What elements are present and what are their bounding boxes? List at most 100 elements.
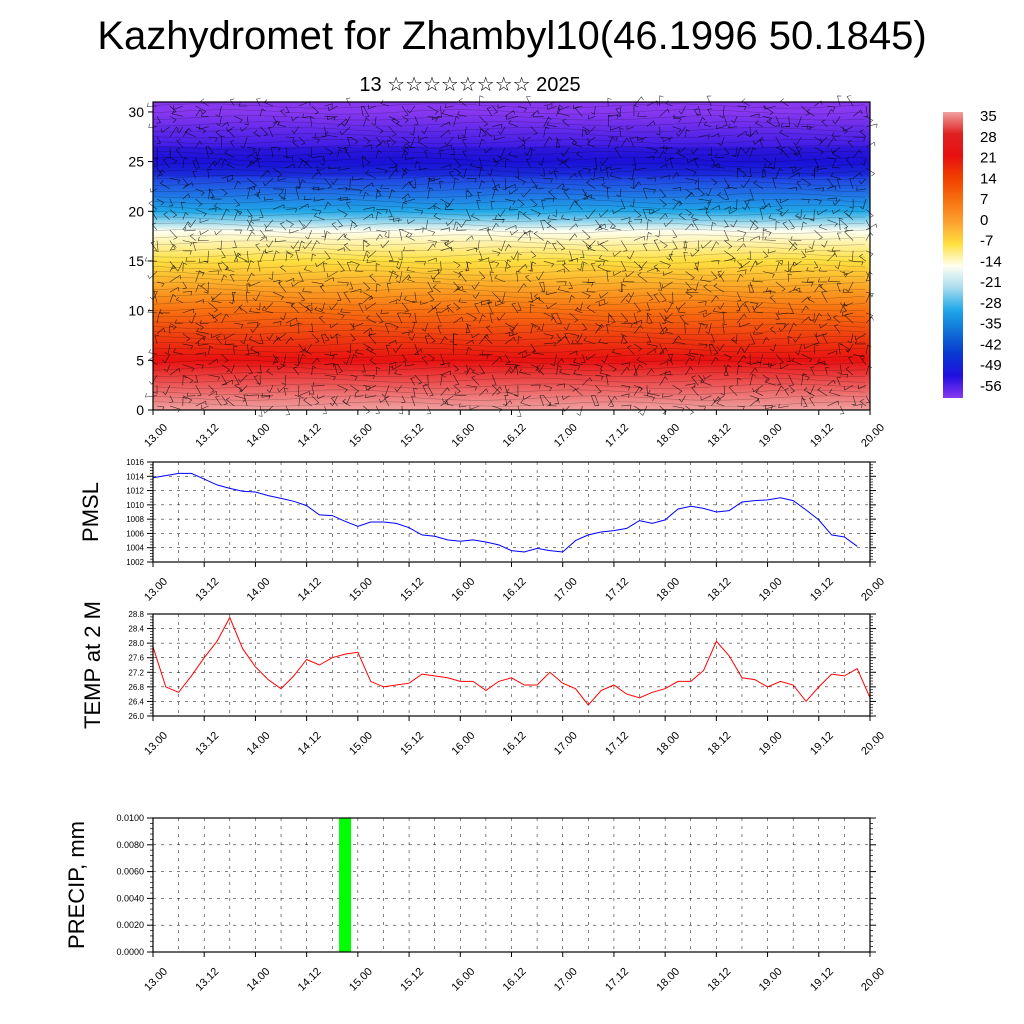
wind-barb xyxy=(582,281,594,287)
wind-barb xyxy=(375,312,384,324)
wind-barb xyxy=(487,301,493,314)
wind-barb xyxy=(484,128,493,138)
wind-barb xyxy=(363,191,369,200)
wind-barb xyxy=(354,393,364,398)
wind-barb xyxy=(445,103,454,108)
wind-barb xyxy=(827,178,834,188)
wind-barb xyxy=(421,323,428,332)
wind-barb xyxy=(340,308,351,314)
wind-barb xyxy=(365,393,377,399)
wind-barb xyxy=(396,292,403,302)
wind-barb xyxy=(169,395,174,403)
wind-barb xyxy=(590,395,596,407)
wind-barb xyxy=(510,229,519,236)
wind-barb xyxy=(195,209,207,217)
wind-barb xyxy=(464,261,470,271)
wind-barb xyxy=(817,387,828,396)
wind-barb xyxy=(285,163,295,169)
wind-barb xyxy=(508,188,519,195)
wind-barb xyxy=(556,183,565,190)
wind-barb xyxy=(677,308,686,314)
wind-barb xyxy=(728,385,738,396)
wind-barb xyxy=(280,109,287,117)
wind-barb xyxy=(569,333,580,340)
wind-barb xyxy=(797,209,802,219)
wind-barb xyxy=(369,357,377,365)
wind-barb xyxy=(690,250,699,257)
wind-barb xyxy=(516,271,521,282)
wind-barb xyxy=(414,343,419,355)
wind-barb xyxy=(427,116,438,122)
wind-barb xyxy=(491,105,499,114)
wind-barb xyxy=(247,147,256,153)
wind-barb xyxy=(169,157,178,165)
wind-barb xyxy=(691,385,699,396)
wind-barb xyxy=(369,273,377,283)
wind-barb xyxy=(427,281,434,293)
wind-barb xyxy=(693,157,699,169)
wind-barb xyxy=(809,209,815,222)
wind-barb xyxy=(765,404,776,410)
wind-barb xyxy=(843,210,854,221)
wind-barb xyxy=(814,147,824,156)
wind-barb xyxy=(325,131,338,138)
wind-barb xyxy=(555,136,561,148)
wind-barb xyxy=(228,292,235,305)
wind-barb xyxy=(192,160,197,169)
wind-barb xyxy=(762,405,773,410)
wind-barb xyxy=(148,356,158,365)
wind-barb xyxy=(625,292,635,304)
wind-barb xyxy=(285,252,291,262)
wind-barb xyxy=(796,180,802,189)
wind-barb xyxy=(312,185,325,191)
wind-barb xyxy=(768,214,776,221)
wind-barb xyxy=(600,166,609,172)
wind-barb xyxy=(649,209,660,215)
wind-barb xyxy=(582,194,592,200)
wind-barb xyxy=(363,136,371,144)
wind-barb xyxy=(479,314,486,324)
wind-barb xyxy=(341,116,351,127)
wind-barb xyxy=(247,322,259,327)
wind-barb xyxy=(407,105,416,114)
wind-barb xyxy=(366,250,377,259)
wind-barb xyxy=(182,375,188,386)
wind-barb xyxy=(762,336,770,345)
wind-barb xyxy=(427,243,436,251)
wind-barb xyxy=(619,128,624,138)
wind-barb xyxy=(829,389,841,396)
wind-barb xyxy=(153,147,159,160)
wind-barb xyxy=(782,221,789,231)
wind-barb xyxy=(736,167,747,178)
wind-barb xyxy=(746,354,751,365)
colorbar-label: 14 xyxy=(980,170,997,187)
wind-barb xyxy=(318,302,325,312)
pmsl-ytick-label: 1010 xyxy=(126,501,144,510)
wind-barb xyxy=(787,336,792,344)
wind-barb xyxy=(801,221,807,231)
wind-barb xyxy=(266,368,274,376)
wind-barb xyxy=(546,220,557,231)
wind-barb xyxy=(208,302,219,313)
cross-section-ytick-label: 0 xyxy=(136,402,144,418)
wind-barb xyxy=(521,188,532,198)
wind-barb xyxy=(762,374,771,383)
wind-barb xyxy=(388,339,397,345)
wind-barb xyxy=(246,219,255,232)
wind-barb xyxy=(182,364,195,372)
wind-barb xyxy=(653,239,660,251)
wind-barb xyxy=(427,187,434,200)
wind-barb xyxy=(234,374,240,386)
contour-line xyxy=(152,193,866,198)
wind-barb xyxy=(847,139,854,148)
wind-barb xyxy=(844,313,854,324)
wind-barb xyxy=(530,148,536,158)
wind-barb xyxy=(375,211,382,220)
wind-barb xyxy=(411,395,416,407)
temp-ytick-label: 26.8 xyxy=(128,683,144,692)
wind-barb xyxy=(703,374,712,380)
wind-barb xyxy=(474,303,480,314)
contour-line xyxy=(152,157,866,162)
wind-barb xyxy=(375,188,382,197)
wind-barb xyxy=(749,367,758,376)
